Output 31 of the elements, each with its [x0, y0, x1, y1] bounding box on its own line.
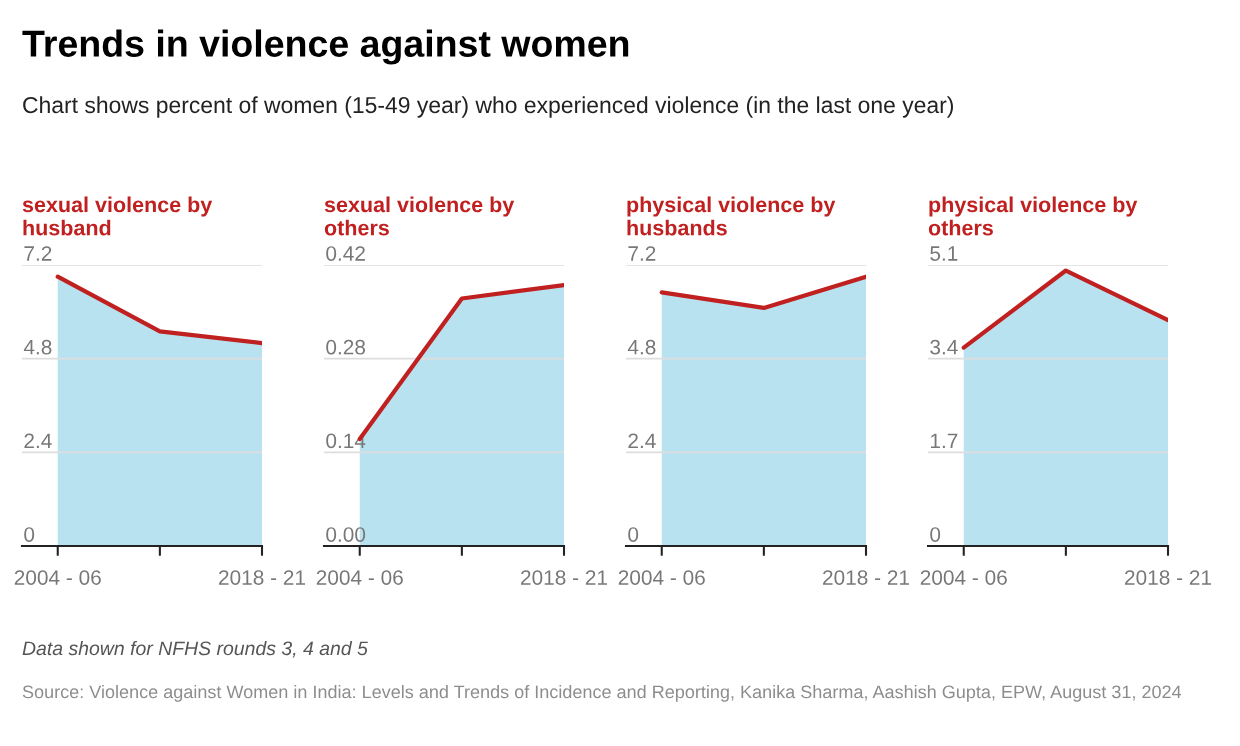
text: Chart shows percent of women (15-49 year) who experienced violence (in the last one year): [23, 96, 953, 118]
y-tick-label: 5.1: [930, 246, 958, 261]
y-tick-label: 0.42: [326, 246, 365, 261]
x-tick-label: 2004 - 06: [316, 570, 403, 585]
y-tick-label: 2.4: [628, 433, 656, 449]
chart-title: sexual violence by others: [324, 196, 515, 236]
x-tick-label: 2018 - 21: [521, 570, 607, 585]
y-tick-label: 0.28: [326, 339, 366, 355]
x-tick-label: 2004 - 06: [14, 570, 101, 585]
x-tick-label: 2004 - 06: [920, 570, 1007, 585]
chart-title: physical violence by husbands: [627, 196, 836, 236]
y-tick-label: 0: [930, 527, 941, 542]
x-tick-label: 2018 - 21: [1125, 570, 1211, 585]
y-tick-label: 3.4: [930, 339, 958, 355]
y-tick-label: 7.2: [24, 246, 52, 261]
text: Trends in violence against women: [22, 29, 629, 65]
y-tick-label: 1.7: [930, 433, 958, 449]
x-tick-label: 2018 - 21: [219, 570, 305, 585]
chart-title: sexual violence by husband: [22, 196, 213, 236]
y-tick-label: 0: [628, 527, 639, 542]
text: Data shown for NFHS rounds 3, 4 and 5: [22, 640, 368, 658]
y-tick-label: 4.8: [23, 339, 52, 355]
y-tick-label: 4.8: [627, 339, 656, 355]
chart-title: physical violence by others: [928, 196, 1138, 236]
y-tick-label: 0.00: [326, 527, 366, 542]
x-tick-label: 2004 - 06: [618, 570, 705, 585]
y-tick-label: 2.4: [24, 433, 52, 449]
y-tick-label: 7.2: [628, 246, 656, 261]
x-tick-label: 2018 - 21: [823, 570, 909, 585]
source-note: Source: Violence against Women in India: Levels and Trends of Incidence and Reporting, Kanika Sharma, Aashish Gupta, EPW, August 31, 2024: [22, 685, 1182, 702]
y-tick-label: 0: [24, 527, 35, 542]
